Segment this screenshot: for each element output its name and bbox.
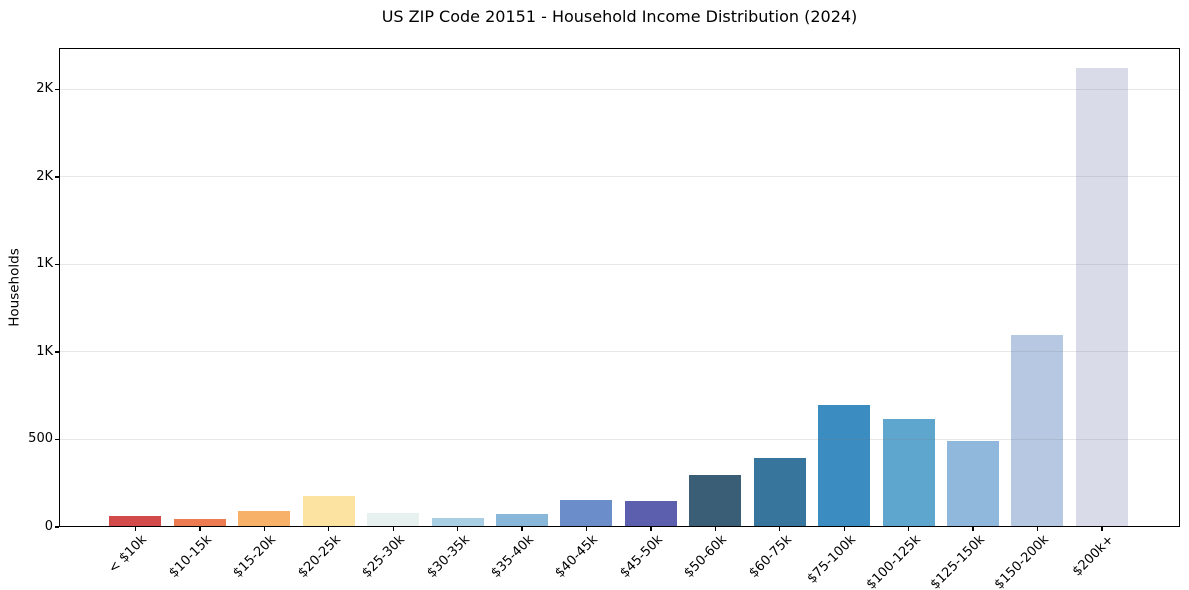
bar (173, 519, 226, 527)
x-tick-mark (521, 527, 523, 531)
x-tick-mark (650, 527, 652, 531)
x-tick-mark (199, 527, 201, 531)
gridline (59, 438, 1180, 440)
bar (689, 475, 742, 527)
gridline (59, 176, 1180, 178)
y-tick-mark (54, 351, 59, 353)
x-tick-mark (843, 527, 845, 531)
gridline (59, 263, 1180, 265)
bar (560, 499, 613, 527)
y-tick-label: 2K (36, 81, 53, 97)
x-tick-mark (907, 527, 910, 531)
bar (946, 441, 999, 527)
y-tick-label: 2K (36, 168, 53, 184)
bar (818, 404, 871, 527)
chart-title: US ZIP Code 20151 - Household Income Dis… (381, 7, 858, 26)
bar (302, 496, 355, 527)
x-tick-mark (328, 527, 330, 531)
bar (431, 518, 484, 527)
x-tick-mark (779, 527, 781, 531)
y-tick-mark (54, 526, 59, 528)
x-tick-mark (585, 527, 588, 531)
bar (109, 515, 162, 527)
x-tick-mark (134, 527, 137, 531)
y-tick-label: 500 (28, 431, 53, 447)
y-tick-label: 1K (36, 343, 53, 359)
y-tick-label: 1K (36, 256, 53, 272)
gridline (59, 351, 1180, 353)
x-tick-mark (1101, 527, 1103, 531)
x-tick-mark (714, 527, 716, 531)
x-tick-mark (263, 527, 265, 531)
bar (238, 511, 291, 527)
y-tick-label: 0 (44, 519, 53, 534)
bar (1075, 68, 1128, 527)
y-tick-mark (54, 88, 59, 91)
bar (753, 457, 806, 527)
y-tick-mark (54, 263, 59, 266)
bar (624, 500, 677, 527)
x-tick-mark (1036, 527, 1039, 531)
x-tick-mark (456, 527, 459, 531)
x-tick-mark (972, 527, 974, 531)
bar (495, 513, 548, 527)
bar (367, 513, 420, 527)
gridline (59, 88, 1180, 90)
plot-area (59, 48, 1180, 527)
bar (882, 419, 935, 527)
x-tick-label: < $10k (106, 532, 151, 577)
bar (1011, 335, 1064, 527)
y-tick-mark (54, 438, 59, 441)
y-tick-mark (54, 176, 59, 178)
x-tick-mark (392, 527, 394, 531)
